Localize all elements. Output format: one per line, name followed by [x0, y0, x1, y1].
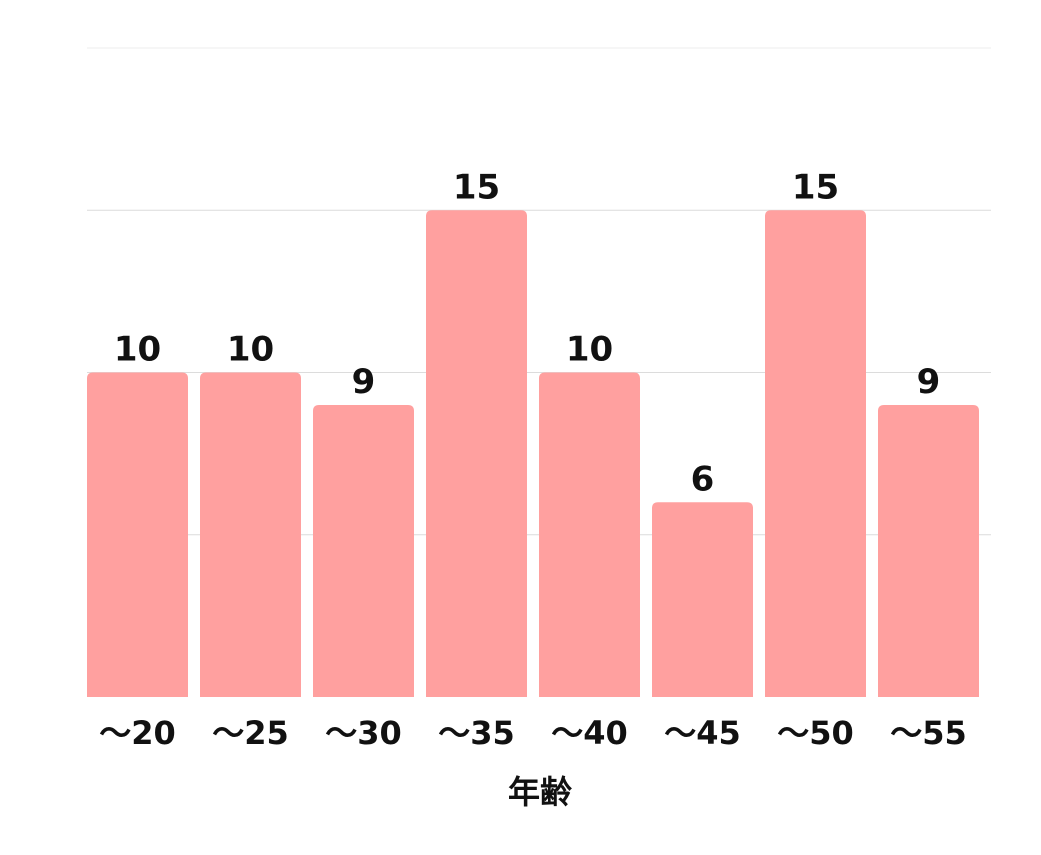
bar-7: [878, 404, 979, 697]
bar-2: [313, 404, 414, 697]
x-tick-label-1: ～25: [212, 714, 289, 752]
bar-6: [765, 210, 866, 697]
data-label-1: 10: [227, 330, 274, 370]
data-labels: 10 10 9 15 10 6 15 9: [114, 167, 941, 499]
x-tick-label-0: ～20: [99, 714, 176, 752]
bar-0: [87, 372, 188, 697]
x-tick-label-3: ～35: [438, 714, 515, 752]
data-label-4: 10: [566, 330, 613, 370]
x-tick-label-4: ～40: [551, 714, 628, 752]
data-label-7: 9: [917, 362, 941, 402]
data-label-5: 6: [691, 459, 715, 499]
data-label-2: 9: [352, 362, 376, 402]
x-tick-label-7: ～55: [890, 714, 967, 752]
x-tick-label-2: ～30: [325, 714, 402, 752]
x-tick-labels: ～20 ～25 ～30 ～35 ～40 ～45 ～50 ～55: [99, 714, 967, 752]
x-tick-label-6: ～50: [777, 714, 854, 752]
bar-4: [539, 372, 640, 697]
data-label-6: 15: [792, 167, 839, 207]
data-label-0: 10: [114, 330, 161, 370]
data-label-3: 15: [453, 167, 500, 207]
x-axis-title: 年齢: [508, 773, 572, 811]
bars: [87, 210, 979, 697]
bar-3: [426, 210, 527, 697]
bar-1: [200, 372, 301, 697]
x-tick-label-5: ～45: [664, 714, 741, 752]
bar-5: [652, 502, 753, 697]
